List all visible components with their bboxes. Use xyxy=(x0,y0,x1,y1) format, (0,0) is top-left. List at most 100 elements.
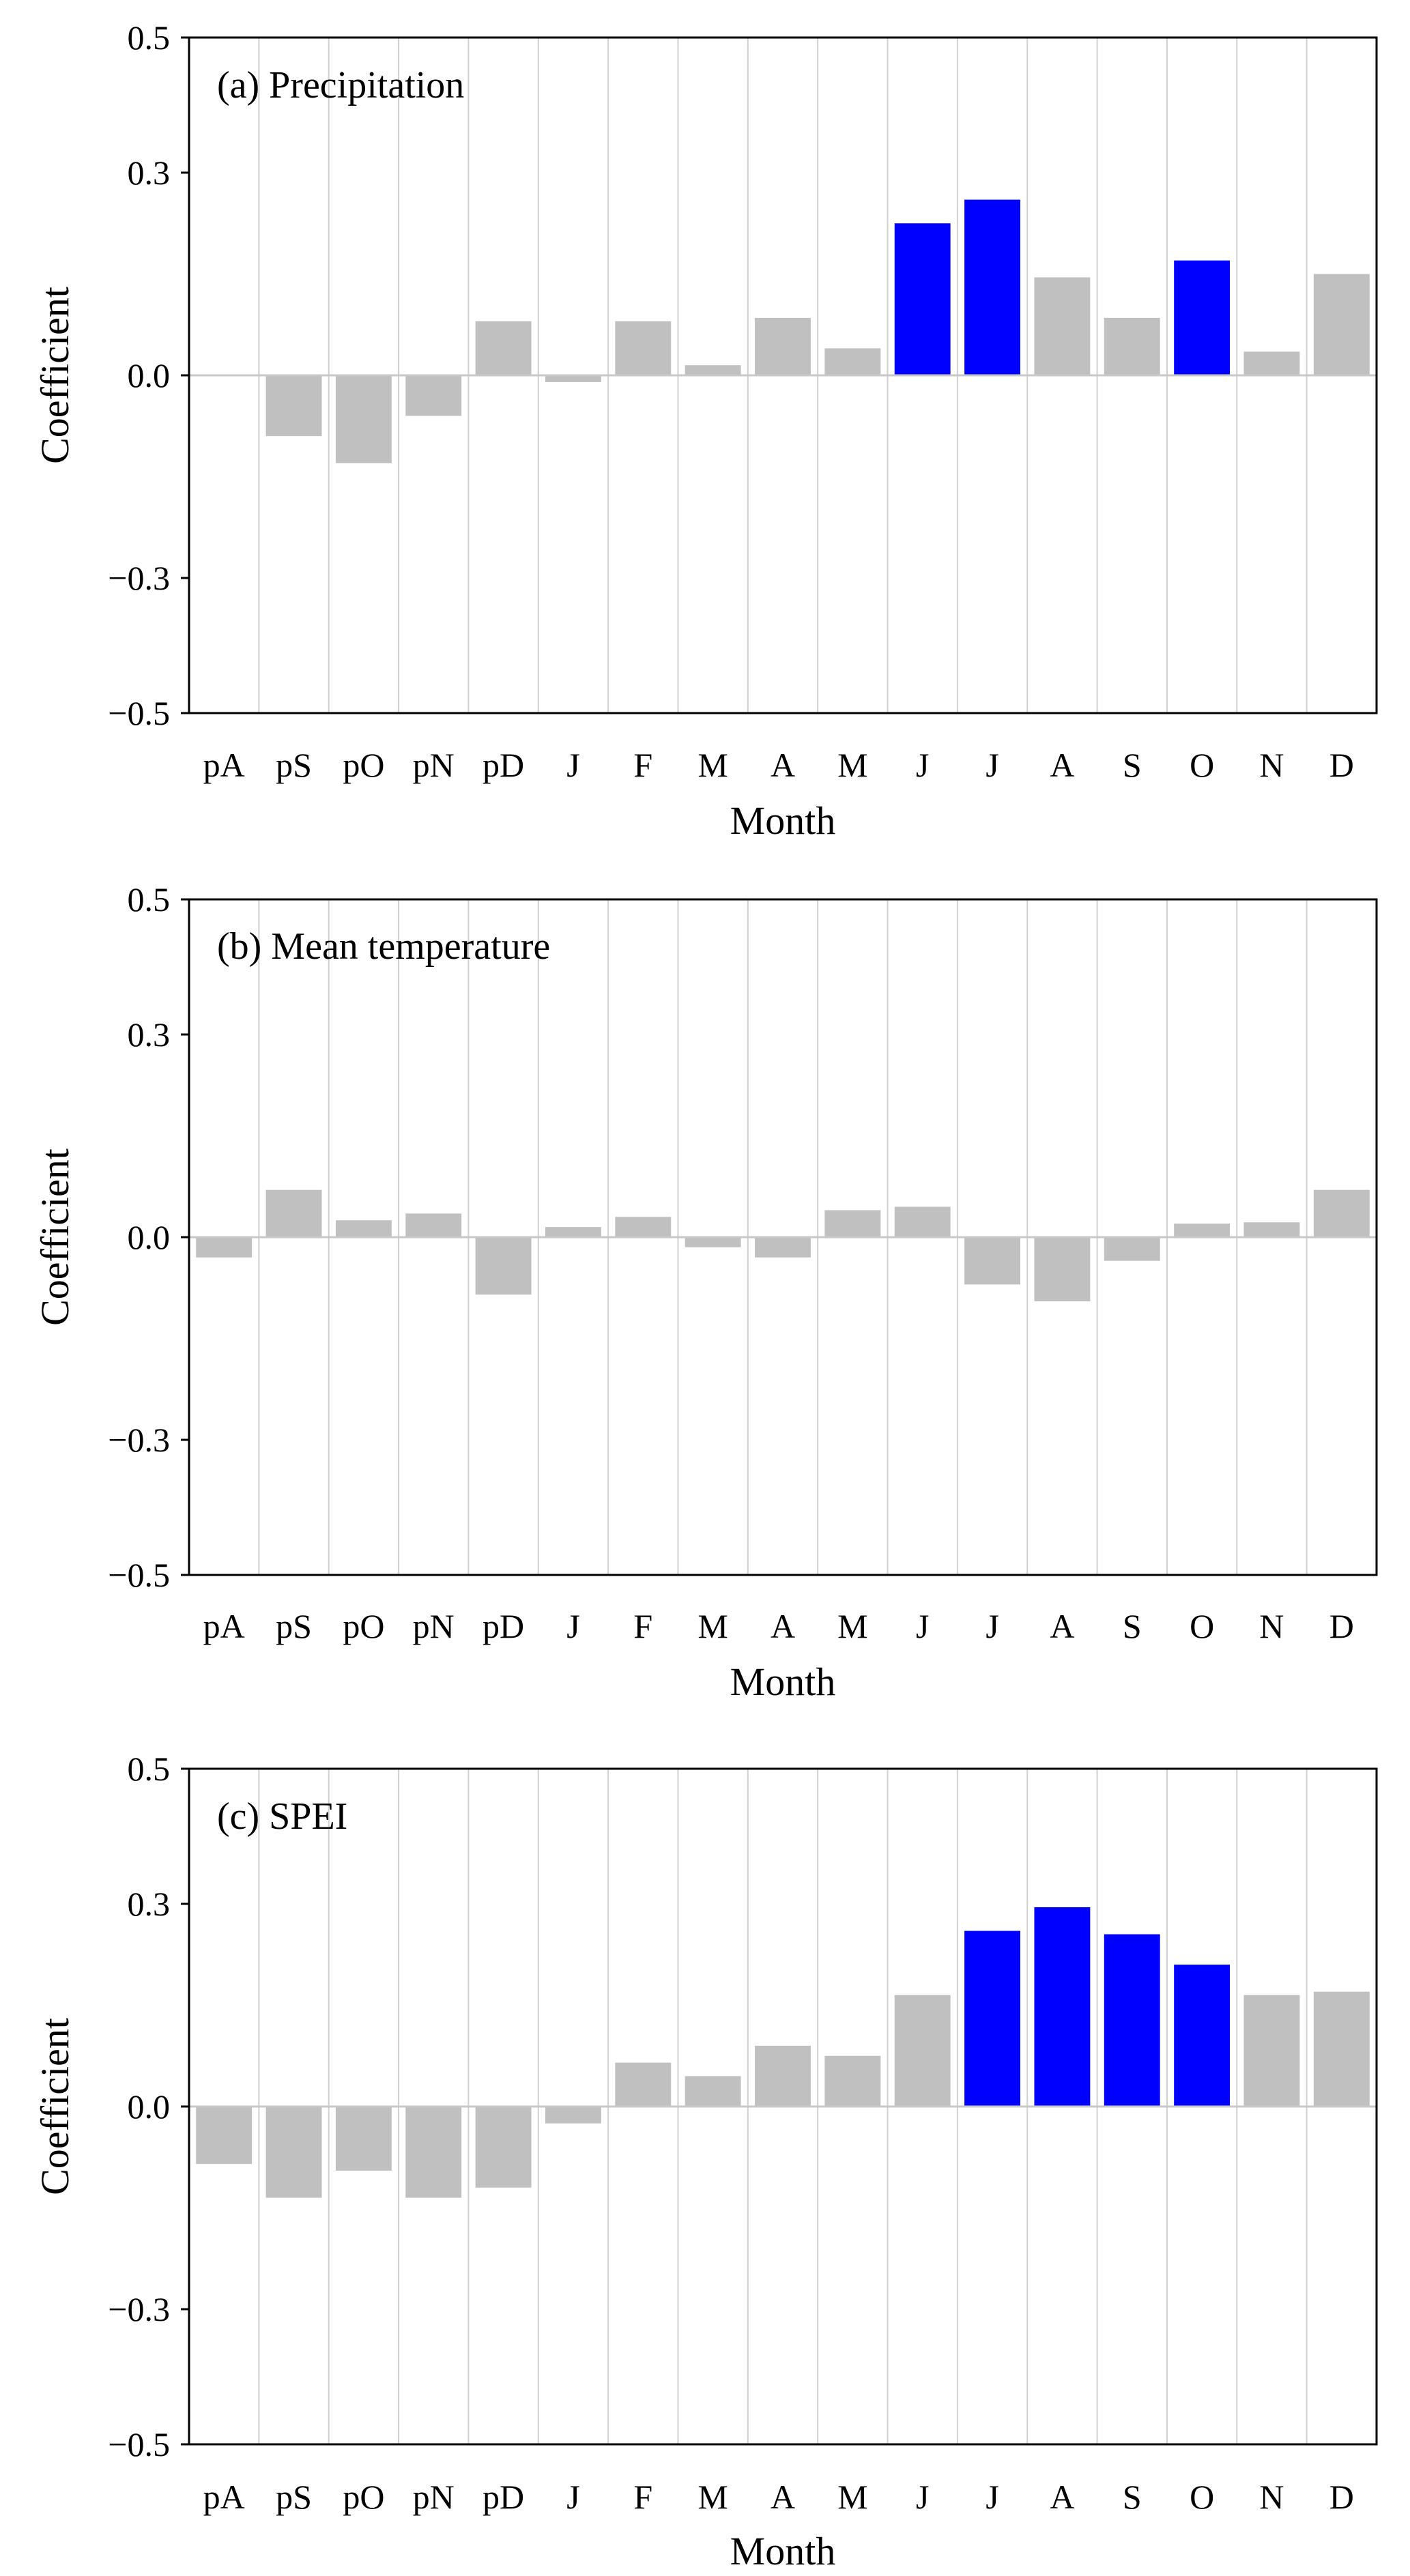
panel-title: (c) SPEI xyxy=(217,1795,347,1838)
x-tick-label: J xyxy=(985,746,998,784)
x-axis-title: Month xyxy=(730,2529,836,2573)
bar-O-14 xyxy=(1174,1965,1231,2107)
bar-O-14 xyxy=(1174,1224,1231,1237)
y-tick-label: 0.5 xyxy=(128,18,171,57)
bar-A-8 xyxy=(755,317,811,375)
bar-pO-2 xyxy=(335,2107,392,2171)
x-tick-label: J xyxy=(985,1607,998,1645)
bar-S-13 xyxy=(1104,1934,1160,2107)
bars xyxy=(265,199,1370,463)
y-ticks: 0.5 0.3 0.0 −0.3 −0.5 xyxy=(108,1750,189,2463)
bar-D-16 xyxy=(1313,1991,1370,2107)
bar-pN-3 xyxy=(405,2107,462,2198)
bar-A-8 xyxy=(755,2045,811,2107)
y-axis-title: Coefficient xyxy=(33,287,77,464)
y-tick-label: 0.3 xyxy=(128,1885,171,1923)
x-tick-label: pN xyxy=(413,2478,455,2516)
bar-J-10 xyxy=(894,223,951,375)
x-tick-label: M xyxy=(837,746,867,784)
bar-J-5 xyxy=(545,2107,601,2124)
x-tick-label: J xyxy=(985,2478,998,2516)
y-tick-label: −0.3 xyxy=(108,559,170,597)
bar-pD-4 xyxy=(475,321,532,375)
bar-pD-4 xyxy=(475,2107,532,2188)
x-axis-title: Month xyxy=(730,798,836,843)
x-tick-label: pD xyxy=(483,1607,524,1645)
x-tick-label: A xyxy=(1050,746,1074,784)
bar-pS-1 xyxy=(265,2107,322,2198)
x-tick-label: pN xyxy=(413,746,455,784)
x-tick-label: J xyxy=(916,2478,929,2516)
x-tick-label: M xyxy=(697,2478,728,2516)
x-tick-label: pD xyxy=(483,746,524,784)
bar-A-12 xyxy=(1034,1237,1091,1302)
bar-O-14 xyxy=(1174,260,1231,375)
x-tick-label: S xyxy=(1123,2478,1142,2516)
bar-pS-1 xyxy=(265,1189,322,1237)
bar-pS-1 xyxy=(265,375,322,437)
x-tick-label: A xyxy=(771,2478,795,2516)
x-tick-label: J xyxy=(566,2478,579,2516)
x-tick-label: pO xyxy=(343,1607,384,1645)
bar-S-13 xyxy=(1104,317,1160,375)
x-tick-label: J xyxy=(566,746,579,784)
panel-precipitation: 0.5 0.3 0.0 −0.3 −0.5 pA pS pO pN pD J F M A M J J A S O N D (… xyxy=(33,18,1378,843)
bar-M-7 xyxy=(685,2076,741,2107)
bar-F-6 xyxy=(615,321,672,375)
x-tick-label: F xyxy=(633,746,652,784)
bar-N-15 xyxy=(1243,1222,1300,1237)
y-tick-label: −0.3 xyxy=(108,2290,170,2328)
x-tick-label: S xyxy=(1123,1607,1142,1645)
y-tick-label: 0.0 xyxy=(128,356,171,394)
y-tick-label: 0.0 xyxy=(128,2087,171,2126)
x-tick-label: pS xyxy=(276,2478,312,2516)
x-tick-label: pO xyxy=(343,2478,384,2516)
bar-A-12 xyxy=(1034,1907,1091,2107)
x-tick-label: O xyxy=(1190,2478,1214,2516)
x-tick-label: pA xyxy=(203,2478,245,2516)
bar-S-13 xyxy=(1104,1237,1160,1261)
x-tick-label: F xyxy=(633,2478,652,2516)
y-tick-label: 0.3 xyxy=(128,1015,171,1054)
x-tick-label: J xyxy=(916,1607,929,1645)
bar-J-5 xyxy=(545,1227,601,1237)
y-tick-label: 0.0 xyxy=(128,1218,171,1256)
x-tick-label: pA xyxy=(203,746,245,784)
x-tick-label: M xyxy=(697,1607,728,1645)
y-tick-label: 0.3 xyxy=(128,154,171,192)
y-ticks: 0.5 0.3 0.0 −0.3 −0.5 xyxy=(108,880,189,1594)
bar-M-9 xyxy=(824,2055,881,2107)
x-tick-label: N xyxy=(1259,2478,1284,2516)
bar-pN-3 xyxy=(405,1213,462,1237)
x-tick-labels: pA pS pO pN pD J F M A M J J A S O N D xyxy=(203,2478,1354,2516)
panel-title: (b) Mean temperature xyxy=(217,925,550,968)
x-tick-label: pS xyxy=(276,746,312,784)
bar-N-15 xyxy=(1243,351,1300,375)
x-tick-label: J xyxy=(916,746,929,784)
bars xyxy=(196,1907,1370,2198)
x-tick-label: pS xyxy=(276,1607,312,1645)
y-axis-title: Coefficient xyxy=(33,1148,77,1326)
y-tick-label: 0.5 xyxy=(128,1750,171,1788)
panel-title: (a) Precipitation xyxy=(217,64,464,106)
bar-pA-0 xyxy=(196,1237,253,1258)
x-tick-label: D xyxy=(1329,746,1354,784)
bar-J-11 xyxy=(964,199,1020,375)
x-tick-label: D xyxy=(1329,1607,1354,1645)
x-tick-label: pO xyxy=(343,746,384,784)
bar-N-15 xyxy=(1243,1995,1300,2107)
x-tick-label: D xyxy=(1329,2478,1354,2516)
x-tick-label: N xyxy=(1259,746,1284,784)
x-tick-label: O xyxy=(1190,746,1214,784)
bar-D-16 xyxy=(1313,274,1370,375)
x-tick-label: O xyxy=(1190,1607,1214,1645)
bar-pD-4 xyxy=(475,1237,532,1295)
y-tick-label: −0.3 xyxy=(108,1421,170,1459)
x-tick-labels: pA pS pO pN pD J F M A M J J A S O N D xyxy=(203,1607,1354,1645)
y-tick-label: −0.5 xyxy=(108,694,170,732)
y-tick-label: 0.5 xyxy=(128,880,171,918)
x-tick-label: F xyxy=(633,1607,652,1645)
x-tick-label: pD xyxy=(483,2478,524,2516)
bars xyxy=(196,1189,1370,1302)
